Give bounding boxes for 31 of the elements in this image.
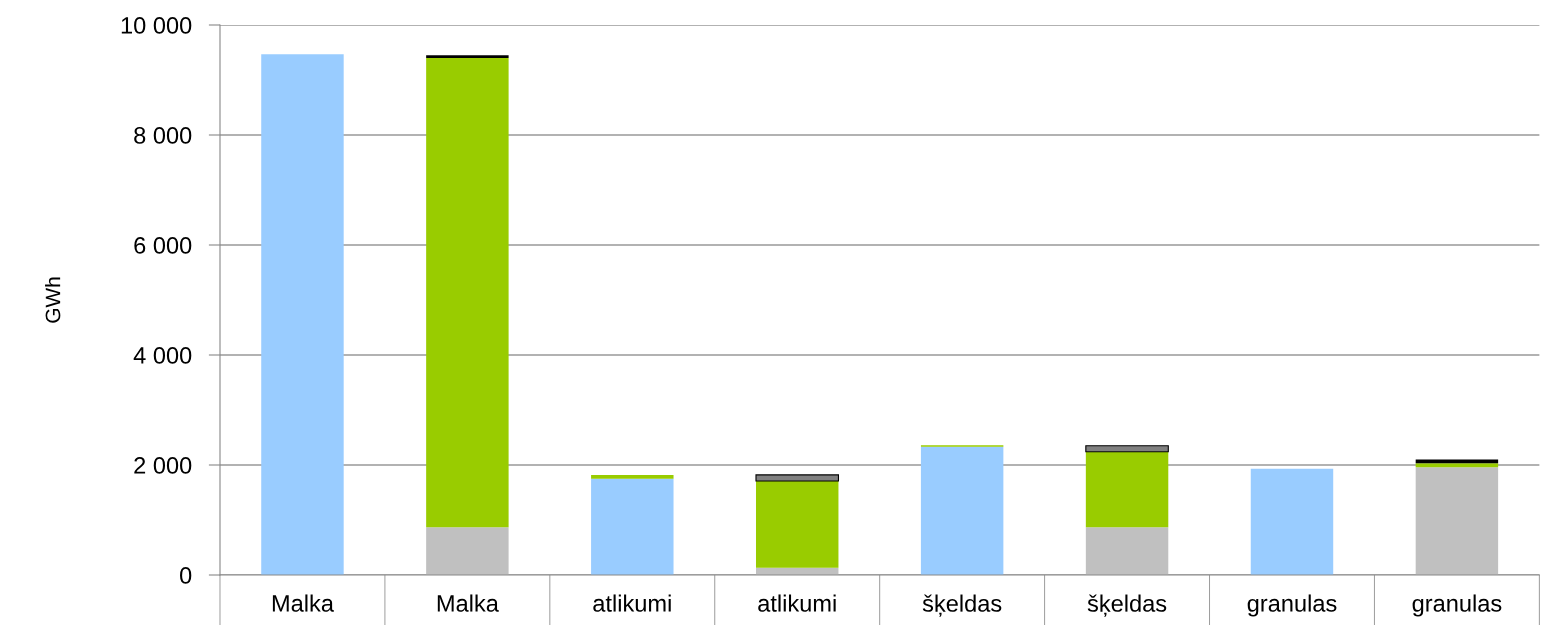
bar <box>1085 451 1169 528</box>
x-tick-label: Malka <box>272 594 334 612</box>
y-tick-label: 0 <box>180 567 192 584</box>
x-tick-label: granulas <box>1247 594 1337 617</box>
x-tick-label: atlikumi <box>758 594 836 612</box>
x-tick-label: šķeldas <box>1087 594 1167 617</box>
y-axis-title: GWh <box>45 277 61 323</box>
bar <box>426 55 509 58</box>
y-tick-label: 6 000 <box>134 237 192 254</box>
bar <box>426 58 509 528</box>
y-tick-label: 4 000 <box>133 347 192 364</box>
bar <box>1415 467 1499 575</box>
bar <box>426 527 509 575</box>
y-tick-label: 2 000 <box>134 457 192 474</box>
x-tick-label: šķeldas <box>922 594 1002 617</box>
x-tick-label: granulas <box>1412 594 1502 617</box>
x-tick-label: Malka <box>437 594 499 612</box>
x-tick-label: atlikumi <box>593 594 671 612</box>
bar <box>1085 445 1169 453</box>
bar <box>1085 527 1169 575</box>
bar <box>261 54 344 575</box>
bar <box>755 474 840 482</box>
bar <box>920 446 1004 575</box>
bar <box>591 474 674 479</box>
bar <box>1415 459 1499 464</box>
bar <box>591 478 674 575</box>
bar <box>755 480 839 568</box>
bar <box>1415 463 1499 468</box>
y-tick-label: 8 000 <box>134 127 192 144</box>
y-tick-label: 10 000 <box>121 17 192 34</box>
bar <box>1250 468 1334 575</box>
